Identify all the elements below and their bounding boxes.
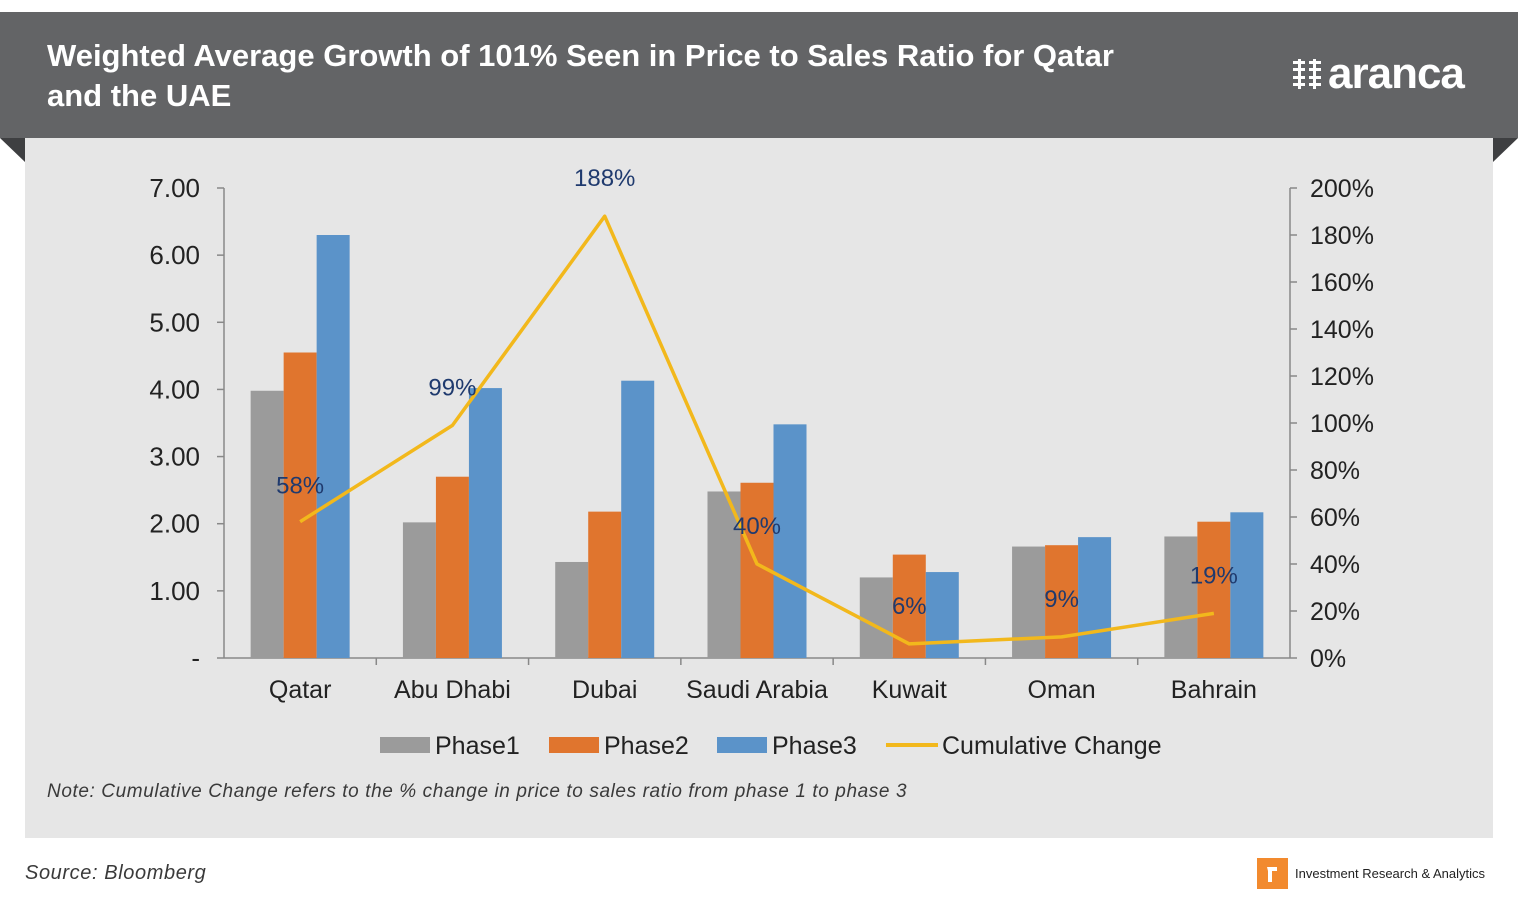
legend-swatch-phase2 (549, 737, 599, 753)
data-label-cumulative: 19% (1190, 562, 1238, 589)
bar-phase2 (892, 554, 926, 658)
y-left-tick-label: 3.00 (149, 442, 200, 472)
bar-phase2 (1197, 521, 1231, 658)
x-tick-label: Oman (1028, 676, 1096, 704)
y-right-tick-label: 0% (1310, 645, 1346, 673)
brand-name: aranca (1328, 49, 1465, 98)
y-right-tick-label: 200% (1310, 175, 1374, 203)
header-banner (0, 12, 1518, 138)
y-right-tick-label: 40% (1310, 551, 1360, 579)
y-right-tick-label: 120% (1310, 363, 1374, 391)
bar-phase3 (1230, 512, 1264, 658)
y-right-tick-label: 180% (1310, 222, 1374, 250)
legend-label-phase3: Phase3 (772, 732, 857, 760)
y-right-tick-label: 80% (1310, 457, 1360, 485)
footer-logo: Investment Research & Analytics (1257, 858, 1485, 889)
legend-label-phase2: Phase2 (604, 732, 689, 760)
data-label-cumulative: 40% (733, 513, 781, 540)
y-left-tick-label: 4.00 (149, 374, 200, 404)
bar-phase2 (1045, 545, 1079, 658)
bar-phase1 (1164, 536, 1198, 658)
x-tick-label: Abu Dhabi (394, 676, 511, 704)
bar-phase1 (1012, 546, 1046, 658)
bar-phase1 (707, 491, 741, 658)
bar-phase3 (773, 424, 807, 658)
y-right-tick-label: 140% (1310, 316, 1374, 344)
line-cumulative-change (299, 214, 1215, 646)
legend-label-cumulative-change: Cumulative Change (942, 732, 1162, 760)
brand-logo: aranca (1292, 49, 1465, 98)
chart-title: Weighted Average Growth of 101% Seen in … (47, 38, 1114, 113)
chart-note: Note: Cumulative Change refers to the % … (47, 781, 908, 802)
y-left-tick-label: 5.00 (149, 307, 200, 337)
bar-phase2 (435, 476, 469, 658)
legend-swatch-phase1 (380, 737, 430, 753)
legend-label-phase1: Phase1 (435, 732, 520, 760)
bar-phase3 (1078, 537, 1112, 658)
data-label-cumulative: 6% (892, 593, 927, 620)
bar-phase3 (316, 235, 350, 658)
bar-phase2 (588, 511, 622, 658)
data-label-cumulative: 9% (1044, 586, 1079, 613)
bar-phase1 (250, 390, 284, 658)
bar-phase1 (402, 522, 436, 658)
data-label-cumulative: 58% (276, 473, 324, 500)
y-right-tick-label: 60% (1310, 504, 1360, 532)
y-right-tick-label: 160% (1310, 269, 1374, 297)
bar-phase3 (468, 388, 502, 658)
x-tick-label: Dubai (572, 676, 637, 704)
ribbon-fold-left (0, 138, 25, 162)
x-tick-label: Bahrain (1171, 676, 1257, 704)
ribbon-fold-right (1493, 138, 1518, 162)
brand-mark-icon (1257, 858, 1288, 889)
legend-swatch-phase3 (717, 737, 767, 753)
y-left-tick-label: 6.00 (149, 240, 200, 270)
y-right-tick-label: 100% (1310, 410, 1374, 438)
x-tick-label: Qatar (269, 676, 332, 704)
source-text: Source: Bloomberg (25, 862, 207, 884)
brand-grid-icon (1293, 59, 1321, 89)
bar-phase1 (555, 561, 589, 658)
bar-phase3 (621, 380, 655, 658)
y-left-tick-label: 1.00 (149, 576, 200, 606)
data-label-cumulative: 188% (574, 165, 635, 192)
y-left-tick-label: 7.00 (149, 173, 200, 203)
y-left-tick-label: 2.00 (149, 509, 200, 539)
y-right-tick-label: 20% (1310, 598, 1360, 626)
bar-phase3 (925, 572, 959, 658)
footer-tagline: Investment Research & Analytics (1295, 866, 1486, 881)
data-label-cumulative: 99% (428, 374, 476, 401)
bar-phase1 (859, 577, 893, 658)
bar-phase2 (283, 352, 317, 658)
x-tick-label: Saudi Arabia (686, 676, 828, 704)
y-left-tick-label: - (191, 643, 200, 673)
x-tick-label: Kuwait (872, 676, 947, 704)
